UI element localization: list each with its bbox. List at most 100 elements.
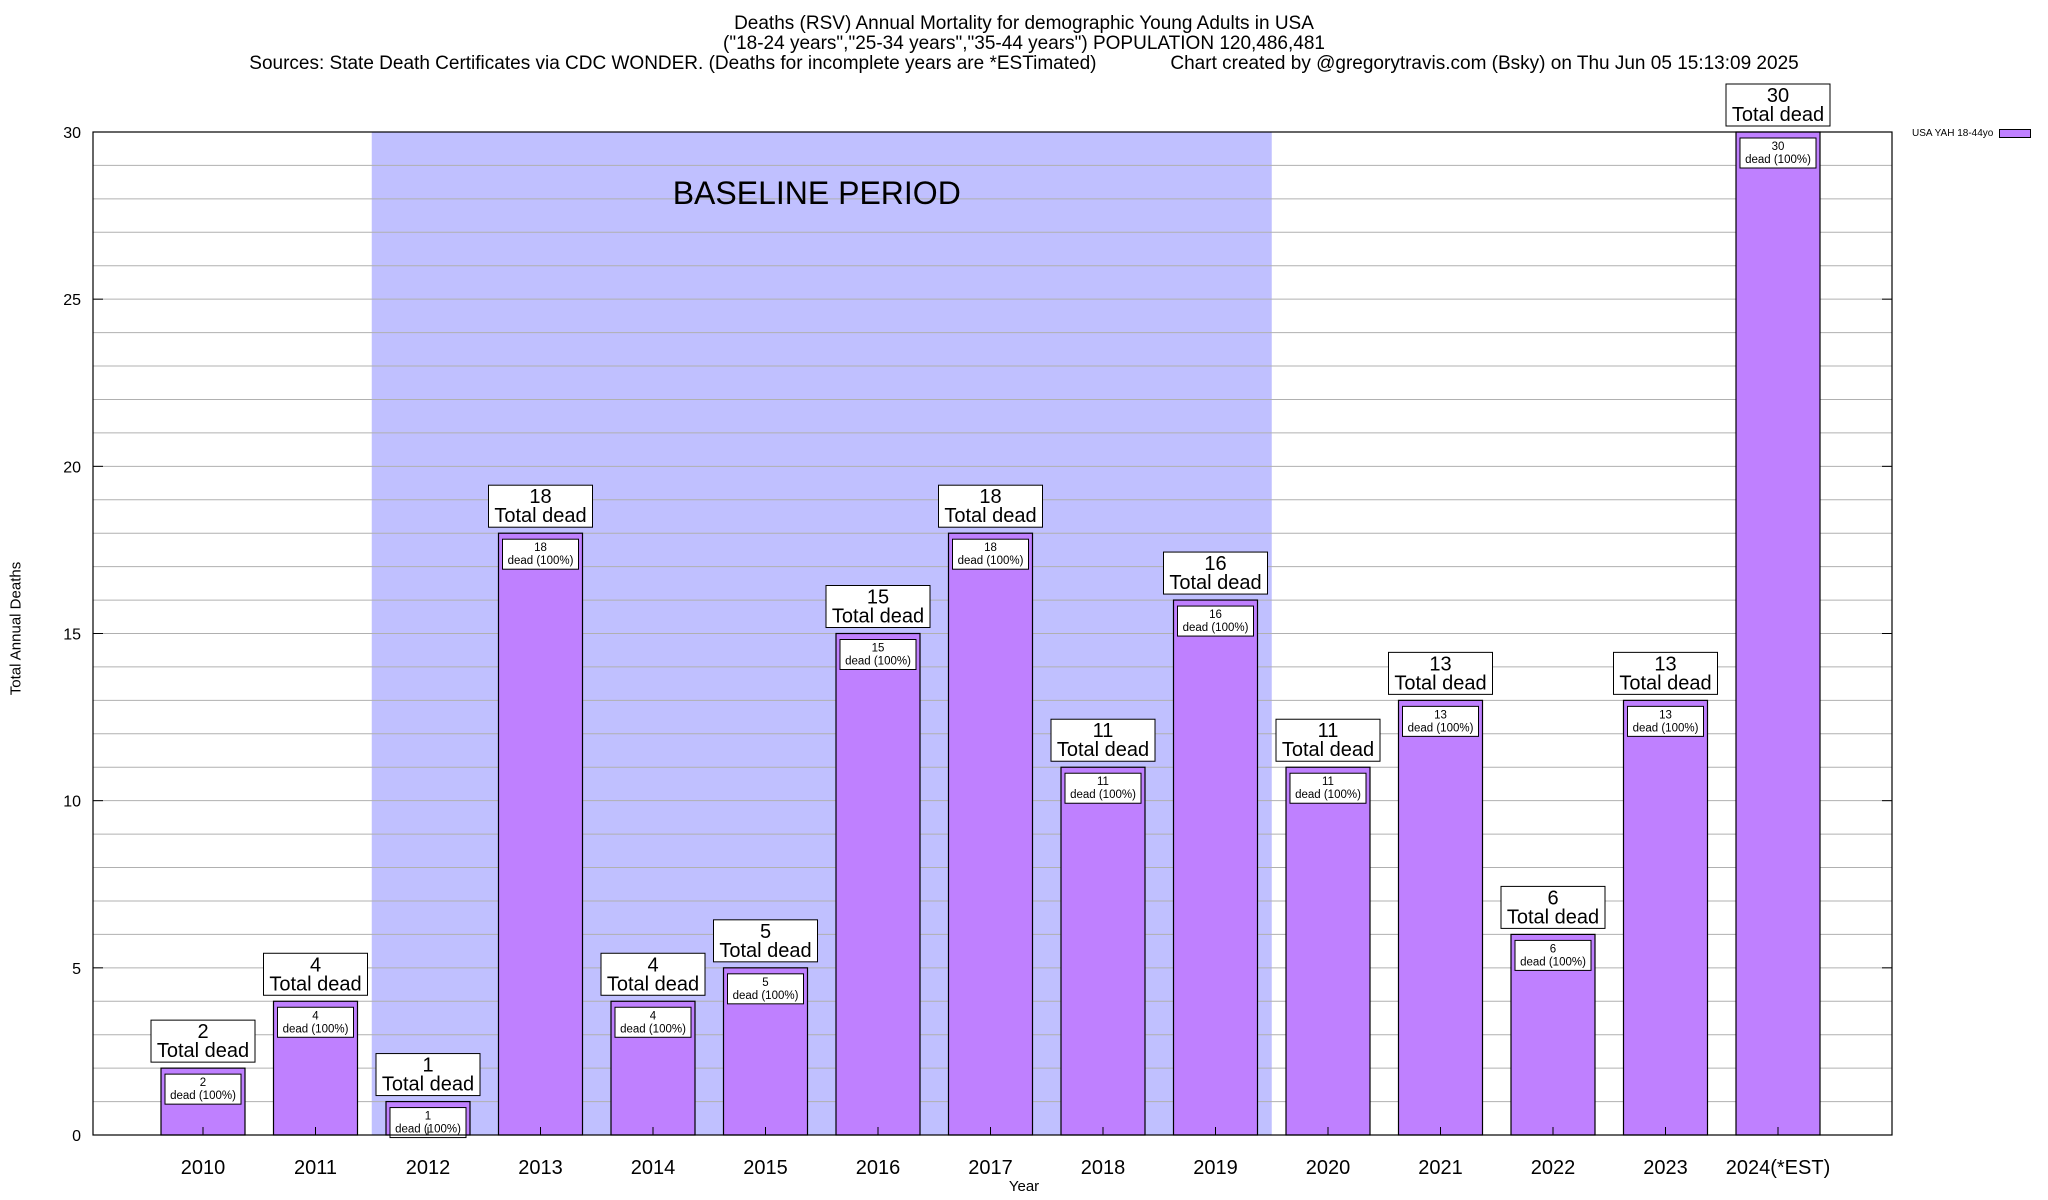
x-tick-label: 2017 xyxy=(968,1157,1013,1179)
bar xyxy=(497,532,584,1136)
x-tick-label: 2019 xyxy=(1193,1157,1238,1179)
bar-inner-label-box xyxy=(839,639,917,670)
y-axis-label: Total Annual Deaths xyxy=(7,561,25,696)
bar-total-suffix-label: Total dead xyxy=(1282,739,1374,761)
bar-inner-value-label: 5 xyxy=(762,977,768,989)
bar-total-label-box xyxy=(1500,885,1606,929)
bar-inner-value-label: 2 xyxy=(200,1077,206,1089)
bar-inner-percent-label: dead (100%) xyxy=(1183,622,1249,634)
bar-total-suffix-label: Total dead xyxy=(382,1074,474,1096)
bar-inner-value-label: 13 xyxy=(1434,709,1447,721)
bar-inner-label-box xyxy=(164,1073,242,1105)
chart-title: Deaths (RSV) Annual Mortality for demogr… xyxy=(734,13,1314,34)
bar-total-suffix-label: Total dead xyxy=(157,1040,249,1062)
y-tick-label: 20 xyxy=(63,459,81,476)
bar-inner-label-box xyxy=(502,538,579,570)
x-tick-label: 2020 xyxy=(1306,1157,1351,1179)
bar-total-label-box xyxy=(600,952,706,996)
bar-inner-percent-label: dead (100%) xyxy=(170,1090,236,1102)
x-tick-label: 2018 xyxy=(1081,1157,1126,1179)
bar-inner-percent-label: dead (100%) xyxy=(958,555,1024,567)
x-tick-label: 2012 xyxy=(406,1157,451,1179)
bar xyxy=(1060,766,1146,1136)
bar-inner-value-label: 30 xyxy=(1772,141,1785,153)
legend: USA YAH 18-44yo xyxy=(1912,128,2032,139)
bar-total-value-label: 18 xyxy=(529,486,551,508)
x-tick-label: 2015 xyxy=(743,1157,788,1179)
bar-inner-value-label: 4 xyxy=(312,1010,319,1022)
bar-total-suffix-label: Total dead xyxy=(944,505,1036,527)
bar-inner-percent-label: dead (100%) xyxy=(1408,722,1474,734)
bar-inner-percent-label: dead (100%) xyxy=(1633,722,1699,734)
bar-total-value-label: 13 xyxy=(1429,653,1451,675)
bar-total-label-box xyxy=(1050,718,1156,762)
x-tick-label: 2024(*EST) xyxy=(1726,1157,1831,1179)
x-tick-label: 2023 xyxy=(1643,1157,1688,1179)
bar-inner-label-box xyxy=(1402,705,1479,737)
bar-inner-value-label: 11 xyxy=(1097,776,1109,788)
y-tick-label: 10 xyxy=(63,794,81,811)
bar-inner-label-box xyxy=(1064,772,1142,804)
y-tick-label: 25 xyxy=(63,292,81,309)
bar-total-suffix-label: Total dead xyxy=(719,940,811,962)
bar-inner-percent-label: dead (100%) xyxy=(1745,154,1811,166)
bar-inner-percent-label: dead (100%) xyxy=(620,1023,686,1035)
bar-inner-label-box xyxy=(727,973,804,1005)
bar-total-label-box xyxy=(1163,551,1268,595)
bar xyxy=(947,532,1034,1136)
bar-inner-percent-label: dead (100%) xyxy=(1295,789,1361,801)
x-tick-label: 2022 xyxy=(1531,1157,1576,1179)
bar-total-label-box xyxy=(375,1053,481,1097)
bar-inner-percent-label: dead (100%) xyxy=(733,990,799,1002)
bar-total-value-label: 2 xyxy=(197,1021,208,1043)
bar-total-suffix-label: Total dead xyxy=(1732,104,1824,126)
legend-swatch xyxy=(1999,129,2032,138)
bar xyxy=(1172,599,1259,1136)
legend-label: USA YAH 18-44yo xyxy=(1912,128,1994,139)
bar-total-label-box xyxy=(1613,651,1718,695)
bar-total-label-box xyxy=(938,484,1043,528)
bar-total-suffix-label: Total dead xyxy=(1394,672,1486,694)
bar-inner-label-box xyxy=(614,1006,692,1038)
x-tick-label: 2011 xyxy=(294,1157,337,1179)
chart-title-block: Deaths (RSV) Annual Mortality for demogr… xyxy=(0,14,2048,74)
x-tick-label: 2021 xyxy=(1418,1157,1463,1179)
bar-total-value-label: 5 xyxy=(760,921,771,943)
y-tick-label: 30 xyxy=(63,125,81,142)
bar-inner-value-label: 18 xyxy=(534,542,547,554)
baseline-period-label: BASELINE PERIOD xyxy=(673,175,961,211)
bar-total-label-box xyxy=(1275,718,1381,762)
chart-subtitle: ("18-24 years","25-34 years","35-44 year… xyxy=(723,33,1325,54)
bar-inner-label-box xyxy=(1177,605,1254,637)
x-tick-label: 2014 xyxy=(631,1157,676,1179)
bar-total-label-box xyxy=(1725,83,1831,127)
chart-source-line: Sources: State Death Certificates via CD… xyxy=(249,53,1799,74)
bar-inner-percent-label: dead (100%) xyxy=(283,1023,349,1035)
bar-total-suffix-label: Total dead xyxy=(1057,739,1149,761)
bar-total-suffix-label: Total dead xyxy=(1507,906,1599,928)
bar-total-suffix-label: Total dead xyxy=(607,973,699,995)
bar-total-label-box xyxy=(263,952,368,996)
x-axis-label: Year xyxy=(1008,1178,1040,1195)
bar xyxy=(1735,131,1821,1136)
bar-total-value-label: 6 xyxy=(1547,887,1558,909)
bar-total-label-box xyxy=(1388,651,1493,695)
bar-total-suffix-label: Total dead xyxy=(269,973,361,995)
bar-inner-label-box xyxy=(1514,939,1592,971)
bar-inner-label-box xyxy=(1627,705,1704,737)
bar-inner-value-label: 16 xyxy=(1209,609,1222,621)
x-tick-label: 2013 xyxy=(518,1157,563,1179)
bar-inner-value-label: 11 xyxy=(1322,776,1334,788)
y-tick-label: 5 xyxy=(72,961,81,978)
bar-total-value-label: 4 xyxy=(310,954,321,976)
y-tick-label: 15 xyxy=(63,627,81,644)
bar-total-value-label: 11 xyxy=(1093,720,1114,742)
bar-inner-label-box xyxy=(277,1006,354,1038)
bar-total-label-box xyxy=(825,585,931,628)
bar-inner-value-label: 6 xyxy=(1550,943,1556,955)
bar-inner-value-label: 13 xyxy=(1659,709,1672,721)
plot-border xyxy=(92,131,1893,1136)
x-tick-label: 2016 xyxy=(856,1157,901,1179)
bar-total-suffix-label: Total dead xyxy=(1619,672,1711,694)
